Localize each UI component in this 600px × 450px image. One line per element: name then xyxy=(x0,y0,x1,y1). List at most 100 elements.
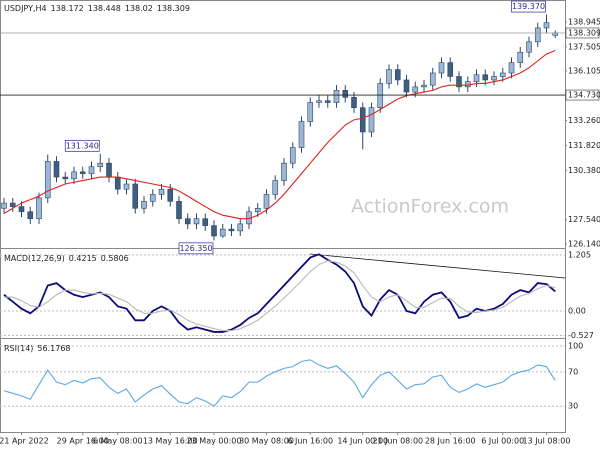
y-tick-label: 70 xyxy=(568,367,578,376)
candle-body xyxy=(193,218,200,225)
candle-body xyxy=(79,171,86,174)
reading: 138.172 xyxy=(51,4,84,13)
y-tick-label: 126.140 xyxy=(568,240,600,249)
candle-body xyxy=(272,180,279,195)
y-tick-label: -0.527 xyxy=(568,331,594,340)
candle-body xyxy=(482,74,489,81)
x-tick-label: 6 Jun 16:00 xyxy=(287,437,333,446)
candle-body xyxy=(62,176,69,180)
panel-header: MACD(12,26,9) 0.4215 0.5806 xyxy=(4,254,129,263)
y-tick-label: 136.105 xyxy=(568,67,600,76)
candle-body xyxy=(219,228,226,237)
candle-body xyxy=(508,62,515,74)
reading: 0.5806 xyxy=(101,254,129,263)
candle-body xyxy=(386,69,392,84)
candle-body xyxy=(149,194,156,202)
candle-body xyxy=(456,76,462,88)
candle-body xyxy=(1,202,7,209)
y-tick-label: 100 xyxy=(568,342,583,351)
price-box xyxy=(565,89,600,101)
x-tick-label: 6 Jul 00:00 xyxy=(481,437,524,446)
candle-body xyxy=(71,171,77,180)
candle-body xyxy=(106,162,112,178)
reading: 138.02 xyxy=(125,4,153,13)
reading: 56.1768 xyxy=(37,344,70,353)
x-tick-label: 14 Jun 00:00 xyxy=(337,437,388,446)
candle-body xyxy=(351,96,357,108)
candle-body xyxy=(114,176,121,190)
candle-body xyxy=(429,72,436,86)
candle-body xyxy=(202,218,209,226)
candle-body xyxy=(412,86,419,93)
candle-body xyxy=(543,22,550,29)
trend-line xyxy=(309,253,566,279)
price-label: 138.309 xyxy=(568,28,600,37)
annotation-box xyxy=(511,0,546,13)
reading: 0.4215 xyxy=(69,254,97,263)
x-tick-label: 13 Jul 08:00 xyxy=(523,437,571,446)
candle-body xyxy=(158,188,165,195)
candle-body xyxy=(254,207,261,213)
series-line xyxy=(3,359,556,407)
candle-body xyxy=(368,107,375,133)
candle-body xyxy=(211,225,217,237)
x-tick-label: 13 May 16:00 xyxy=(143,437,198,446)
candle-body xyxy=(298,121,305,148)
annotation-label: 139.370 xyxy=(512,2,545,11)
watermark: ActionForex.com xyxy=(351,196,509,218)
candle-body xyxy=(473,74,480,82)
candle-body xyxy=(27,211,34,219)
price-box xyxy=(565,27,600,39)
y-tick-label: 131.820 xyxy=(568,141,600,150)
annotation-box xyxy=(178,242,214,255)
candle-body xyxy=(289,147,296,164)
candle-body xyxy=(307,102,314,122)
annotation-label: 131.340 xyxy=(66,141,99,150)
y-tick-label: 130.380 xyxy=(568,166,600,175)
panel-title: USDJPY,H4 xyxy=(4,4,47,13)
candle-body xyxy=(237,223,244,232)
annotation-label: 126.350 xyxy=(179,244,212,253)
panel-title: RSI(14) xyxy=(4,344,33,353)
x-tick-label: 6 May 08:00 xyxy=(93,437,143,446)
candle-body xyxy=(281,162,287,181)
y-tick-label: 0.00 xyxy=(568,307,586,316)
candle-body xyxy=(394,69,401,81)
price-label: 134.730 xyxy=(568,91,600,100)
candle-body xyxy=(377,83,384,108)
candle-body xyxy=(333,90,340,103)
y-tick-label: 138.945 xyxy=(568,17,600,26)
candle-body xyxy=(9,202,16,207)
candle-body xyxy=(132,183,139,209)
x-tick-label: 21 Jun 08:00 xyxy=(372,437,423,446)
candle-body xyxy=(184,218,191,225)
candle-body xyxy=(517,51,524,63)
candle-body xyxy=(316,100,322,103)
candle-body xyxy=(88,166,95,174)
x-tick-label: 23 May 00:00 xyxy=(187,437,242,446)
candle-body xyxy=(421,84,427,88)
panel-title: MACD(12,26,9) xyxy=(4,254,65,263)
y-tick-label: 30 xyxy=(568,402,578,411)
candle-body xyxy=(97,162,104,167)
y-tick-label: 127.540 xyxy=(568,215,600,224)
x-tick-label: 29 Apr 16:00 xyxy=(57,437,109,446)
candle-body xyxy=(228,228,235,232)
series-line xyxy=(4,260,556,332)
candle-body xyxy=(491,76,497,81)
candle-body xyxy=(526,41,532,53)
candle-body xyxy=(123,183,130,190)
x-tick-label: 28 Jun 16:00 xyxy=(425,437,476,446)
y-tick-label: 137.505 xyxy=(568,42,600,51)
candle-body xyxy=(447,62,454,77)
panel-header: RSI(14) 56.1768 xyxy=(4,344,71,353)
x-tick-label: 21 Apr 2022 xyxy=(0,437,49,446)
reading: 138.309 xyxy=(157,4,190,13)
panel-header: USDJPY,H4 138.172 138.448 138.02 138.309 xyxy=(4,4,190,13)
annotation-box xyxy=(64,139,100,152)
candle-body xyxy=(403,79,410,93)
x-tick-label: 30 May 08:00 xyxy=(239,437,294,446)
candle-body xyxy=(167,188,174,202)
plot-frame xyxy=(0,0,566,433)
